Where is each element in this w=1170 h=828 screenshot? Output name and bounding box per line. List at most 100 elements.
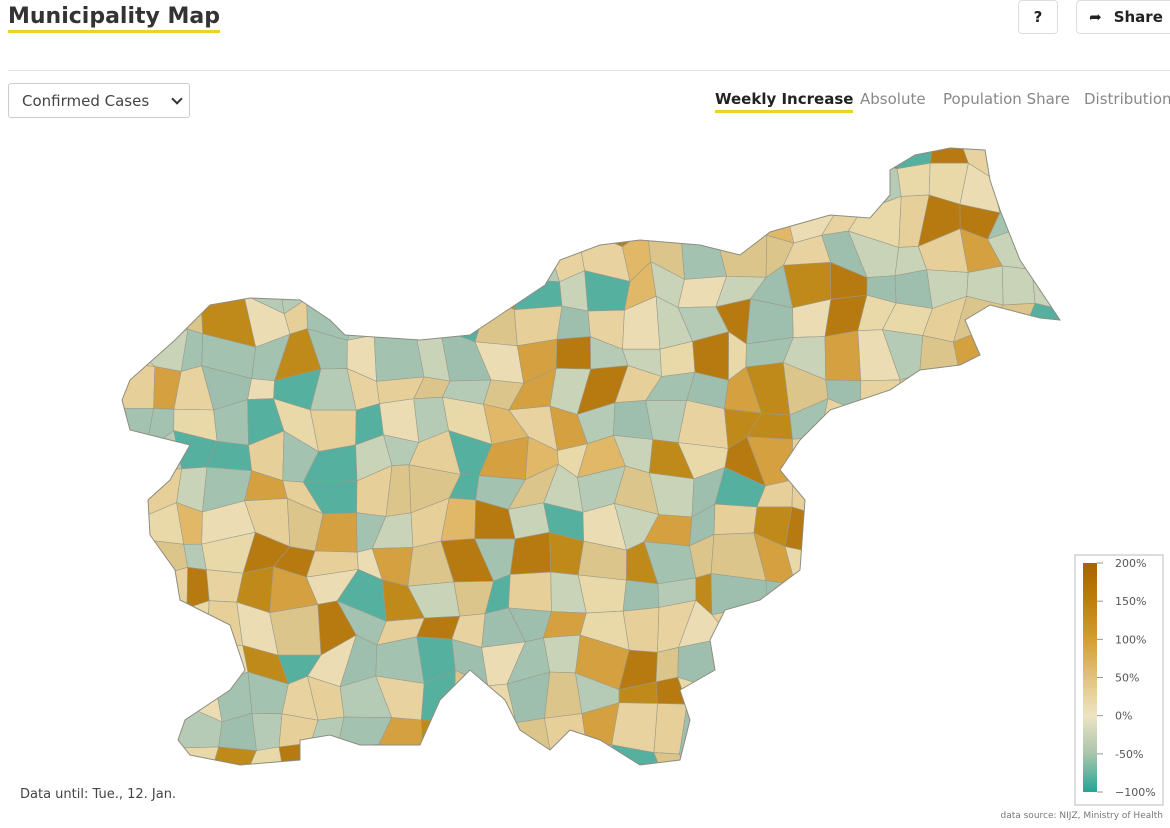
view-tab[interactable]: Weekly Increase <box>715 88 854 113</box>
municipality <box>445 738 492 765</box>
legend-label: -50% <box>1115 748 1143 761</box>
municipality <box>145 634 188 685</box>
municipality <box>415 226 457 277</box>
municipality <box>122 361 156 409</box>
municipality <box>930 518 959 540</box>
municipality <box>318 148 351 167</box>
municipality <box>508 571 552 612</box>
municipality <box>374 268 420 297</box>
municipality <box>645 177 697 206</box>
municipality <box>854 540 885 579</box>
municipality <box>920 668 969 724</box>
view-tab[interactable]: Distribution <box>1084 90 1170 108</box>
municipality <box>122 538 149 582</box>
metric-dropdown[interactable]: Confirmed Cases <box>8 83 190 118</box>
share-button[interactable]: ➦ Share <box>1076 0 1170 34</box>
municipality <box>344 148 387 167</box>
municipality <box>1050 148 1060 179</box>
municipality <box>243 775 285 816</box>
municipality <box>678 753 715 765</box>
municipality <box>720 148 766 179</box>
municipality <box>990 148 1029 179</box>
view-tab[interactable]: Absolute <box>860 90 926 108</box>
municipality <box>1050 177 1060 204</box>
municipality <box>304 192 356 247</box>
municipality <box>761 148 796 165</box>
municipality <box>1016 536 1060 579</box>
municipality <box>182 647 216 684</box>
municipality <box>542 200 596 229</box>
municipality <box>848 408 902 445</box>
municipality <box>205 204 242 243</box>
municipality <box>251 712 283 751</box>
municipality <box>882 782 926 823</box>
municipality <box>925 396 972 445</box>
municipality <box>451 238 490 277</box>
municipality <box>1016 328 1060 371</box>
municipality <box>1016 501 1060 547</box>
municipality <box>847 713 900 757</box>
municipality <box>816 471 867 518</box>
municipality <box>122 162 154 214</box>
municipality <box>311 787 356 812</box>
municipality <box>282 784 319 816</box>
municipality <box>209 746 257 765</box>
view-tab[interactable]: Population Share <box>943 90 1070 108</box>
municipality <box>1019 148 1060 179</box>
municipality <box>200 276 253 298</box>
municipality <box>1020 467 1060 513</box>
municipality <box>1067 408 1094 445</box>
municipality <box>1062 367 1100 408</box>
municipality <box>337 744 380 765</box>
municipality <box>122 226 151 268</box>
municipality <box>645 148 697 179</box>
municipality <box>132 259 177 315</box>
municipality <box>474 159 525 214</box>
municipality <box>284 163 319 209</box>
legend-label: 50% <box>1115 672 1139 685</box>
municipality <box>1097 228 1141 278</box>
municipality <box>655 647 679 683</box>
municipality <box>990 635 1032 689</box>
municipality <box>715 636 756 690</box>
municipality <box>269 604 322 656</box>
municipality <box>1090 368 1136 408</box>
municipality <box>622 579 660 612</box>
municipality <box>924 441 960 487</box>
municipality <box>694 785 716 825</box>
municipality <box>283 192 315 244</box>
municipality <box>778 148 815 164</box>
municipality <box>484 783 523 823</box>
municipality <box>245 746 286 765</box>
municipality <box>779 773 825 812</box>
municipality <box>576 200 623 248</box>
municipality <box>520 774 558 822</box>
municipality <box>1093 133 1126 178</box>
municipality <box>346 295 376 341</box>
municipality <box>415 293 458 334</box>
municipality <box>959 574 991 611</box>
municipality <box>122 674 149 719</box>
municipality <box>653 752 695 765</box>
municipality <box>1026 407 1060 449</box>
help-button[interactable]: ? <box>1018 0 1058 34</box>
municipality <box>122 608 152 640</box>
municipality <box>1069 471 1106 507</box>
municipality <box>889 668 937 724</box>
municipality <box>203 775 246 822</box>
municipality <box>816 773 862 824</box>
municipality <box>681 235 727 280</box>
municipality <box>784 506 826 554</box>
municipality <box>991 511 1030 538</box>
municipality <box>958 370 996 404</box>
municipality <box>1030 675 1060 708</box>
municipality <box>549 742 589 765</box>
municipality <box>1096 475 1136 515</box>
municipality <box>577 574 627 614</box>
municipality <box>792 634 835 675</box>
municipality <box>454 713 479 755</box>
municipality <box>339 165 379 213</box>
municipality <box>953 513 1004 540</box>
municipality <box>135 328 189 372</box>
